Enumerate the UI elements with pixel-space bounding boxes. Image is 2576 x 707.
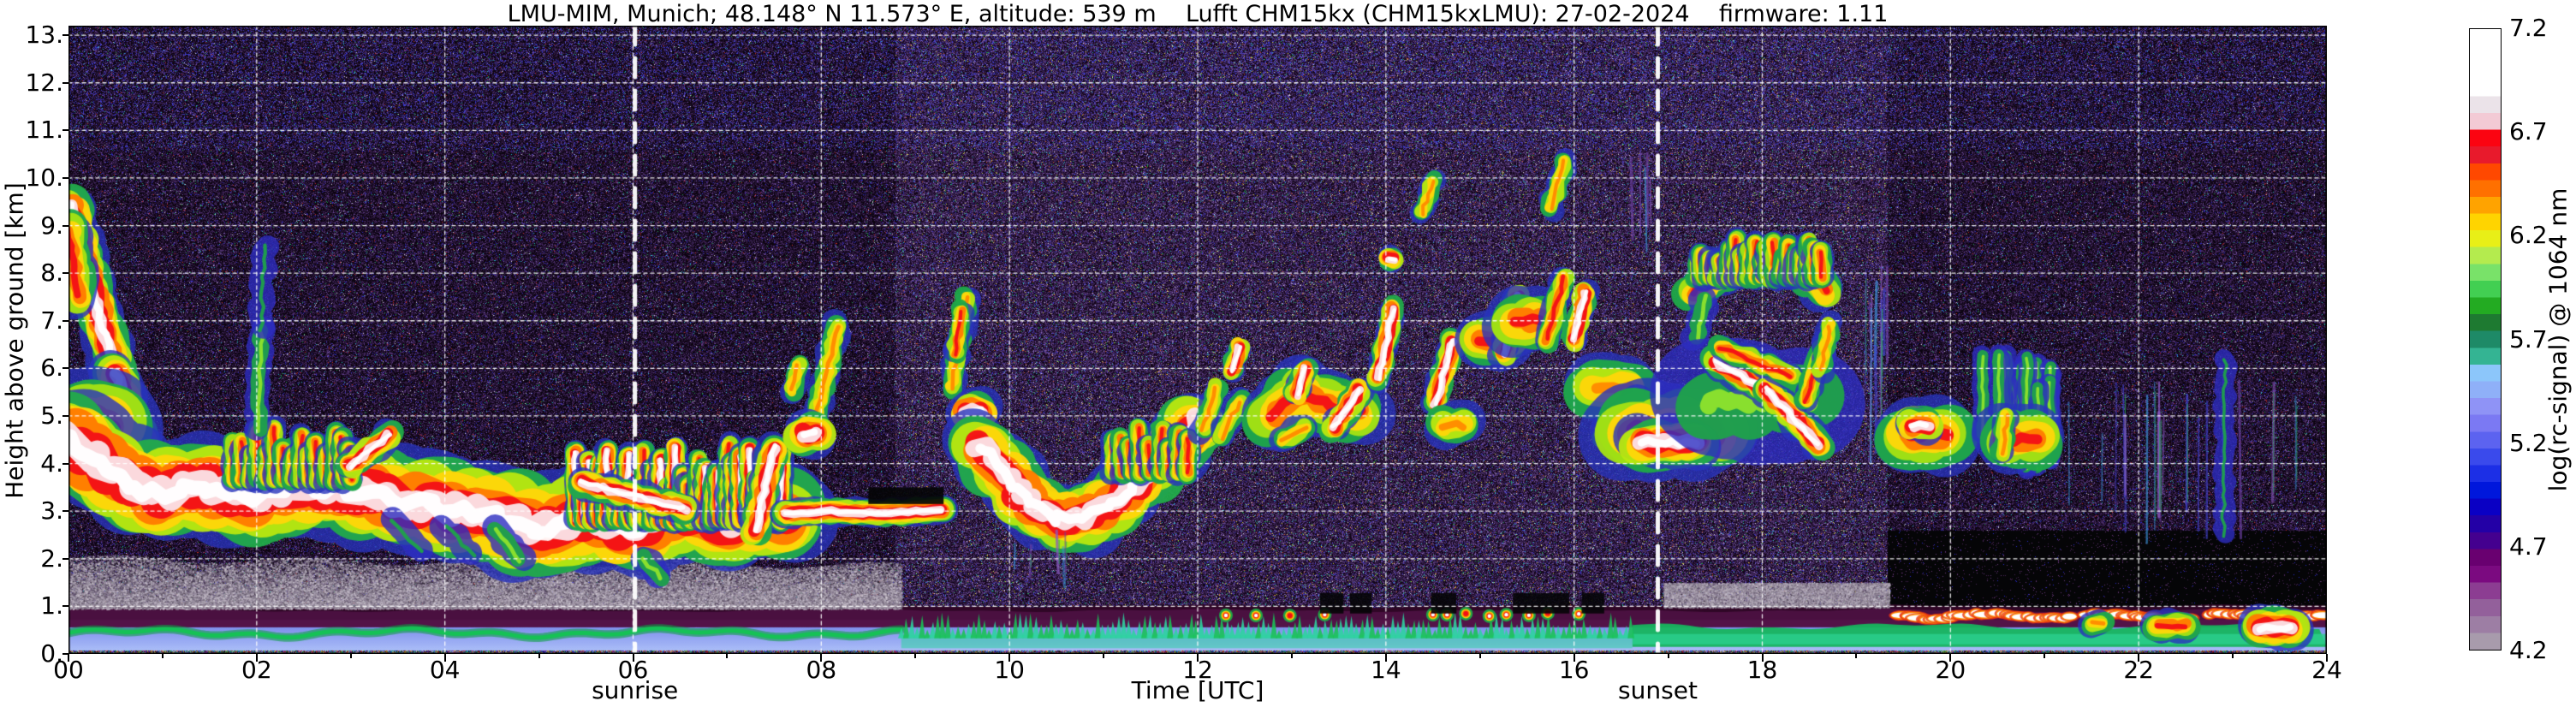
y-tick-mark [62, 224, 68, 227]
x-tick-mark [443, 654, 446, 662]
x-tick-mark [1667, 654, 1669, 658]
y-tick-label: 11. [25, 116, 63, 145]
colorbar-tick-label: 6.7 [2509, 117, 2548, 146]
colorbar-tick-label: 4.7 [2509, 532, 2548, 561]
y-tick-label: 5. [40, 401, 63, 430]
y-tick-mark [62, 510, 68, 513]
x-tick-mark [1290, 654, 1293, 658]
y-tick-label: 0. [40, 639, 63, 668]
x-tick-mark [820, 654, 823, 662]
x-tick-mark [1384, 654, 1387, 662]
x-tick-mark [1008, 654, 1011, 662]
y-tick-mark [62, 557, 68, 560]
y-tick-label: 9. [40, 211, 63, 240]
x-tick-mark [1573, 654, 1575, 662]
y-tick-mark [62, 653, 68, 655]
sunrise-annotation: sunrise [592, 676, 679, 704]
y-tick-label: 13. [25, 21, 63, 50]
y-tick-label: 6. [40, 354, 63, 383]
y-tick-mark [62, 414, 68, 417]
x-axis-label: Time [UTC] [1131, 676, 1264, 704]
x-tick-mark [1103, 654, 1105, 658]
x-tick-mark [914, 654, 917, 658]
x-tick-mark [2138, 654, 2140, 662]
y-tick-label: 10. [25, 163, 63, 192]
x-tick-mark [255, 654, 258, 662]
x-tick-mark [632, 654, 634, 662]
x-tick-mark [1197, 654, 1199, 662]
x-tick-mark [2044, 654, 2046, 658]
x-tick-mark [68, 654, 69, 662]
colorbar-label: log(rc-signal) @ 1064 nm [2543, 187, 2573, 492]
colorbar-tick-label: 4.2 [2509, 636, 2548, 664]
y-tick-label: 3. [40, 496, 63, 526]
sunset-annotation: sunset [1618, 676, 1698, 704]
colorbar-gradient [2470, 29, 2501, 650]
x-tick-mark [2326, 654, 2328, 662]
y-axis-label: Height above ground [km] [0, 182, 29, 499]
x-tick-mark [1478, 654, 1481, 658]
y-tick-mark [62, 462, 68, 465]
x-tick-mark [1949, 654, 1952, 662]
colorbar-tick-label: 5.7 [2509, 324, 2548, 354]
y-tick-mark [62, 176, 68, 179]
heatmap-canvas [68, 26, 2327, 654]
y-tick-label: 12. [25, 68, 63, 97]
x-tick-mark [538, 654, 540, 658]
y-tick-mark [62, 129, 68, 132]
x-tick-mark [1855, 654, 1858, 658]
chart-title: LMU-MIM, Munich; 48.148° N 11.573° E, al… [507, 1, 1889, 27]
y-tick-label: 4. [40, 449, 63, 478]
y-tick-mark [62, 272, 68, 275]
y-tick-mark [62, 319, 68, 322]
x-tick-mark [726, 654, 729, 658]
y-tick-label: 8. [40, 258, 63, 288]
y-tick-mark [62, 605, 68, 608]
y-tick-mark [62, 367, 68, 370]
colorbar [2469, 28, 2502, 651]
colorbar-tick-label: 6.2 [2509, 221, 2548, 250]
y-tick-mark [62, 34, 68, 37]
colorbar-tick-label: 5.2 [2509, 428, 2548, 457]
x-tick-mark [161, 654, 164, 658]
y-tick-label: 2. [40, 544, 63, 573]
y-tick-mark [62, 81, 68, 84]
x-tick-mark [2232, 654, 2234, 658]
colorbar-tick-label: 7.2 [2509, 14, 2548, 42]
x-tick-mark [1761, 654, 1764, 662]
x-tick-mark [349, 654, 352, 658]
y-tick-label: 1. [40, 591, 63, 621]
y-tick-label: 7. [40, 306, 63, 335]
